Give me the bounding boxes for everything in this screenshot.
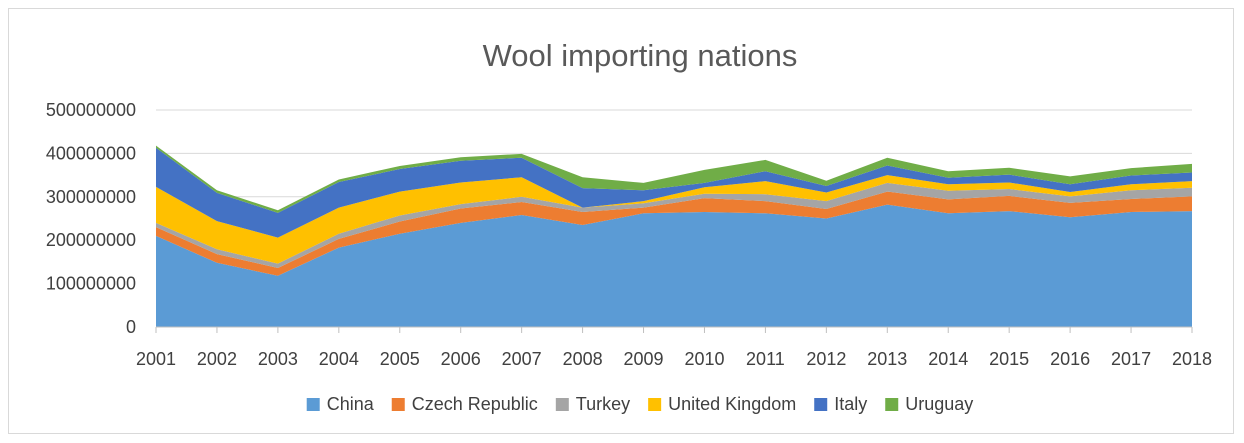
- x-axis-ticks: 2001 2002 2003 2004 2005 2006 2007 2008 2009 2010…: [136, 349, 1212, 369]
- x-tick-label: 2006: [441, 349, 481, 369]
- y-tick-label: 0: [126, 317, 136, 337]
- x-tick-label: 2011: [746, 349, 785, 369]
- legend-swatch-italy: [814, 398, 828, 411]
- x-tick-label: 2013: [867, 349, 907, 369]
- legend-swatch-turkey: [555, 398, 569, 411]
- legend-swatch-czech-republic: [391, 398, 405, 411]
- area-uruguay: [156, 145, 1192, 213]
- x-tick-label: 2003: [258, 349, 298, 369]
- y-tick-label: 500000000: [46, 100, 136, 120]
- x-tick-label: 2009: [624, 349, 664, 369]
- legend-swatch-china: [306, 398, 320, 411]
- area-united-kingdom: [156, 175, 1192, 264]
- x-tick-label: 2008: [563, 349, 603, 369]
- area-italy: [156, 147, 1192, 238]
- x-tick-label: 2012: [806, 349, 846, 369]
- y-axis-ticks: 0 100000000 200000000 300000000 400000000 500…: [46, 100, 136, 337]
- x-tick-label: 2014: [928, 349, 968, 369]
- legend-label-italy: Italy: [834, 394, 867, 414]
- y-tick-label: 300000000: [46, 187, 136, 207]
- legend-swatch-united-kingdom: [648, 398, 662, 411]
- x-tick-label: 2001: [136, 349, 176, 369]
- area-series: [156, 145, 1192, 327]
- x-tick-label: 2016: [1050, 349, 1090, 369]
- legend-swatch-uruguay: [885, 398, 899, 411]
- legend-label-uruguay: Uruguay: [905, 394, 973, 414]
- x-tick-label: 2018: [1172, 349, 1212, 369]
- chart-title: Wool importing nations: [483, 38, 798, 73]
- legend-label-china: China: [327, 394, 375, 414]
- y-tick-label: 100000000: [46, 274, 136, 294]
- x-tick-label: 2005: [380, 349, 420, 369]
- area-turkey: [156, 182, 1192, 268]
- x-tick-label: 2007: [502, 349, 542, 369]
- y-tick-label: 200000000: [46, 230, 136, 250]
- legend-label-czech-republic: Czech Republic: [412, 394, 538, 414]
- area-china: [156, 204, 1192, 327]
- legend-label-united-kingdom: United Kingdom: [668, 394, 796, 414]
- x-tick-label: 2015: [989, 349, 1029, 369]
- x-tick-label: 2002: [197, 349, 237, 369]
- x-tick-label: 2010: [684, 349, 724, 369]
- legend-label-turkey: Turkey: [576, 394, 630, 414]
- x-tick-label: 2017: [1111, 349, 1151, 369]
- area-czech-republic: [156, 191, 1192, 276]
- y-tick-label: 400000000: [46, 143, 136, 163]
- legend: China Czech Republic Turkey United Kingdom I…: [306, 394, 973, 414]
- x-tick-label: 2004: [319, 349, 359, 369]
- x-axis: [155, 326, 1193, 333]
